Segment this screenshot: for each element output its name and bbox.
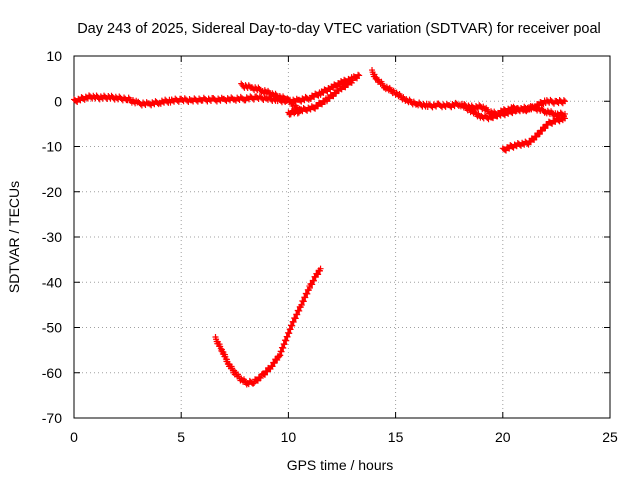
data-point bbox=[315, 271, 322, 278]
gridlines bbox=[74, 56, 610, 418]
data-point bbox=[251, 380, 258, 386]
x-tick-label: 10 bbox=[281, 429, 297, 445]
x-tick-label: 20 bbox=[495, 429, 511, 445]
y-tick-label: 0 bbox=[54, 93, 62, 109]
data-point bbox=[326, 95, 333, 102]
data-point bbox=[269, 363, 276, 370]
y-tick-label: -70 bbox=[42, 410, 62, 426]
x-tick-label: 15 bbox=[388, 429, 404, 445]
data-point bbox=[175, 98, 182, 105]
data-point bbox=[355, 71, 362, 78]
series-deep-dip bbox=[212, 265, 324, 388]
data-point bbox=[323, 98, 330, 105]
data-series bbox=[71, 67, 568, 388]
data-point bbox=[561, 115, 568, 122]
data-point bbox=[317, 265, 324, 272]
y-tick-label: -30 bbox=[42, 229, 62, 245]
series-lower-recovery bbox=[499, 113, 568, 154]
data-point bbox=[349, 77, 356, 84]
data-point bbox=[262, 371, 269, 378]
data-point bbox=[330, 93, 337, 100]
data-point bbox=[533, 133, 540, 140]
y-tick-label: -40 bbox=[42, 274, 62, 290]
data-point bbox=[536, 131, 543, 138]
data-point bbox=[539, 128, 546, 135]
data-point bbox=[264, 368, 271, 375]
chart-title: Day 243 of 2025, Sidereal Day-to-day VTE… bbox=[77, 21, 601, 37]
x-tick-label: 25 bbox=[602, 429, 618, 445]
y-tick-label: -20 bbox=[42, 184, 62, 200]
data-point bbox=[254, 377, 261, 384]
data-point bbox=[561, 98, 568, 105]
data-point bbox=[356, 72, 363, 79]
y-tick-label: -10 bbox=[42, 139, 62, 155]
series-upper-track-2 bbox=[369, 67, 568, 123]
x-axis-label: GPS time / hours bbox=[287, 457, 394, 473]
data-point bbox=[250, 380, 257, 387]
y-tick-label: -60 bbox=[42, 365, 62, 381]
y-tick-label: 10 bbox=[46, 48, 62, 64]
y-axis-label: SDTVAR / TECUs bbox=[6, 181, 22, 293]
data-point bbox=[560, 97, 567, 104]
data-point bbox=[271, 360, 278, 367]
axis-ticks: 0 5 10 15 20 25 -70 -60 -50 -40 -30 -20 -10 0 10 bbox=[42, 48, 618, 445]
x-tick-label: 0 bbox=[70, 429, 78, 445]
data-point bbox=[257, 375, 264, 382]
series-upper-track-branch bbox=[238, 77, 356, 118]
y-tick-label: -50 bbox=[42, 320, 62, 336]
x-tick-label: 5 bbox=[177, 429, 185, 445]
data-point bbox=[274, 357, 281, 364]
data-point bbox=[542, 125, 549, 132]
data-point bbox=[333, 90, 340, 97]
